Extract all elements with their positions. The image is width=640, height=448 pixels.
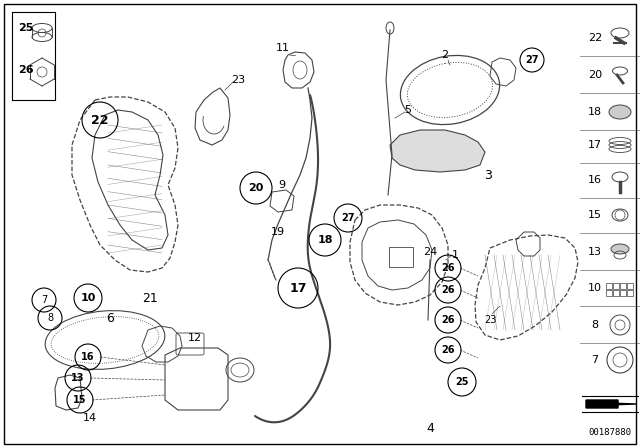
Text: 12: 12: [188, 333, 202, 343]
Text: 25: 25: [19, 23, 34, 33]
Text: 13: 13: [71, 373, 84, 383]
Text: 8: 8: [47, 313, 53, 323]
Text: 15: 15: [588, 210, 602, 220]
Text: 14: 14: [83, 413, 97, 423]
Bar: [613, 283, 619, 289]
Text: 10: 10: [588, 283, 602, 293]
Text: 25: 25: [455, 377, 468, 387]
Text: 3: 3: [484, 168, 492, 181]
Bar: [613, 290, 619, 296]
Text: 27: 27: [341, 213, 355, 223]
Text: 20: 20: [248, 183, 264, 193]
Text: 8: 8: [591, 320, 598, 330]
Text: 18: 18: [588, 107, 602, 117]
Bar: [620, 283, 626, 289]
Text: 22: 22: [588, 33, 602, 43]
Text: 1: 1: [451, 250, 458, 260]
Text: 26: 26: [441, 315, 455, 325]
Text: 26: 26: [441, 285, 455, 295]
Text: 13: 13: [588, 247, 602, 257]
Bar: [627, 290, 633, 296]
Text: 26: 26: [18, 65, 34, 75]
Text: 17: 17: [289, 281, 307, 294]
Text: 10: 10: [80, 293, 96, 303]
Text: 22: 22: [92, 113, 109, 126]
Text: 17: 17: [588, 140, 602, 150]
Text: 18: 18: [317, 235, 333, 245]
Text: 11: 11: [276, 43, 290, 53]
Text: 7: 7: [41, 295, 47, 305]
Polygon shape: [586, 400, 636, 408]
Text: 27: 27: [525, 55, 539, 65]
Ellipse shape: [611, 244, 629, 254]
Bar: [606, 290, 612, 296]
Text: 00187880: 00187880: [589, 427, 632, 436]
Text: 4: 4: [426, 422, 434, 435]
Text: 26: 26: [441, 345, 455, 355]
Bar: [620, 290, 626, 296]
Bar: [606, 283, 612, 289]
Polygon shape: [390, 130, 485, 172]
Text: 16: 16: [81, 352, 95, 362]
Text: 19: 19: [271, 227, 285, 237]
Ellipse shape: [609, 105, 631, 119]
Text: 9: 9: [278, 180, 285, 190]
Text: 21: 21: [142, 292, 158, 305]
Text: 24: 24: [423, 247, 437, 257]
Text: 26: 26: [441, 263, 455, 273]
Text: 2: 2: [442, 50, 449, 60]
Text: 6: 6: [106, 311, 114, 324]
Bar: [627, 283, 633, 289]
Text: 15: 15: [73, 395, 87, 405]
Text: 5: 5: [404, 105, 412, 115]
Text: 20: 20: [588, 70, 602, 80]
Text: 16: 16: [588, 175, 602, 185]
Text: 23: 23: [484, 315, 496, 325]
Text: 23: 23: [231, 75, 245, 85]
Text: 7: 7: [591, 355, 598, 365]
